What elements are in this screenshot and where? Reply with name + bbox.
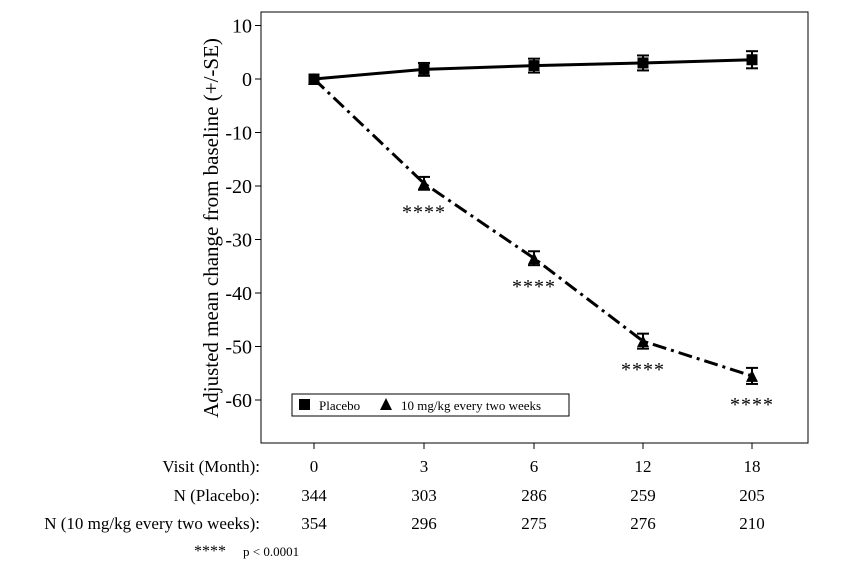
y-tick-label: 0 <box>242 69 252 91</box>
table-cell: 205 <box>739 486 765 505</box>
table-cell: 286 <box>521 486 547 505</box>
significance-marker: **** <box>512 276 556 298</box>
y-tick-label: 10 <box>232 16 252 38</box>
table-row-label: Visit (Month): <box>162 457 260 476</box>
data-table: Visit (Month): 0 3 6 12 18 N (Placebo): 344 303 2… <box>44 457 765 533</box>
y-tick-label: -10 <box>225 123 252 145</box>
table-cell: 275 <box>521 514 547 533</box>
legend: Placebo 10 mg/kg every two weeks <box>291 393 570 417</box>
table-cell: 0 <box>310 457 319 476</box>
y-axis-label: Adjusted mean change from baseline (+/-S… <box>199 38 223 418</box>
treatment-point <box>637 335 649 348</box>
y-tick-label: -40 <box>225 283 252 305</box>
y-tick-label: -30 <box>225 230 252 252</box>
treatment-point <box>418 177 430 190</box>
treatment-point <box>308 73 320 85</box>
series-layer: **** **** **** **** <box>308 50 774 416</box>
table-row-label: N (Placebo): <box>174 486 260 505</box>
table-cell: 210 <box>739 514 765 533</box>
significance-marker: **** <box>730 394 774 416</box>
footnote: **** p < 0.0001 <box>194 543 299 560</box>
table-cell: 6 <box>530 457 539 476</box>
table-cell: 12 <box>635 457 652 476</box>
table-cell: 259 <box>630 486 656 505</box>
significance-marker: **** <box>621 359 665 381</box>
table-cell: 3 <box>420 457 429 476</box>
y-axis: 10 0 -10 -20 -30 -40 -50 -60 <box>225 16 753 449</box>
table-cell: 276 <box>630 514 656 533</box>
series-line-1 <box>312 77 753 378</box>
table-cell: 354 <box>301 514 327 533</box>
table-cell: 296 <box>411 514 437 533</box>
footnote-text: p < 0.0001 <box>243 544 299 559</box>
legend-placebo-marker <box>299 399 310 410</box>
table-row-label: N (10 mg/kg every two weeks): <box>44 514 260 533</box>
placebo-point <box>418 63 430 75</box>
table-cell: 303 <box>411 486 437 505</box>
significance-marker: **** <box>402 201 446 223</box>
y-tick-label: -20 <box>225 176 252 198</box>
placebo-point <box>528 60 540 72</box>
treatment-point <box>528 252 540 265</box>
placebo-point <box>637 57 649 69</box>
table-cell: 18 <box>744 457 761 476</box>
placebo-point <box>746 54 758 66</box>
y-tick-label: -50 <box>225 337 252 359</box>
legend-box <box>291 393 570 417</box>
footnote-marker: **** <box>194 543 226 560</box>
legend-treatment-marker <box>380 398 392 410</box>
table-cell: 344 <box>301 486 327 505</box>
legend-treatment-label: 10 mg/kg every two weeks <box>401 398 541 413</box>
treatment-point <box>746 369 758 382</box>
legend-placebo-label: Placebo <box>319 398 360 413</box>
y-tick-label: -60 <box>225 390 252 412</box>
